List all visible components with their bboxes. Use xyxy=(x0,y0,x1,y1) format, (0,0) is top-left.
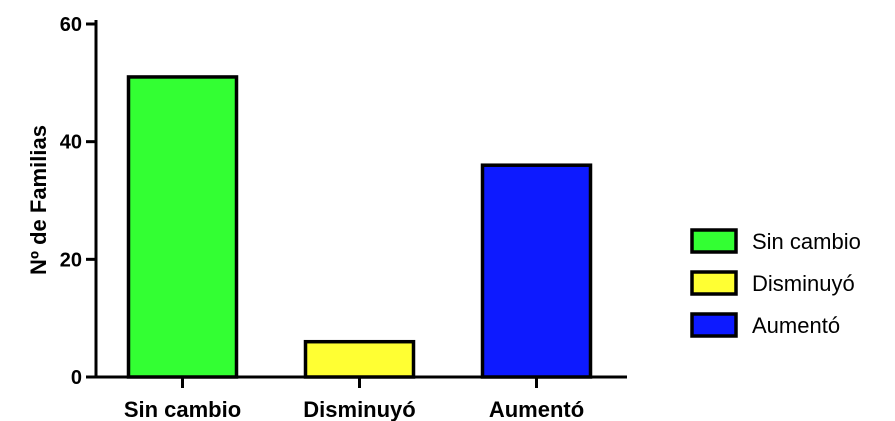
legend-swatch-1 xyxy=(690,270,738,296)
y-axis-label: Nº de Familias xyxy=(26,125,51,275)
bars-group xyxy=(126,75,593,379)
legend-label-1: Disminuyó xyxy=(752,271,855,296)
y-tick-label-1: 20 xyxy=(60,249,82,271)
x-tick-label-0: Sin cambio xyxy=(124,397,241,421)
x-tick-label-2: Aumentó xyxy=(489,397,584,421)
bar-0 xyxy=(126,75,239,379)
legend-label-2: Aumentó xyxy=(752,313,840,338)
legend: Sin cambio Disminuyó Aumentó xyxy=(690,228,861,338)
x-tick-label-1: Disminuyó xyxy=(303,397,415,421)
legend-label-0: Sin cambio xyxy=(752,229,861,254)
x-ticks-group: Sin cambio Disminuyó Aumentó xyxy=(124,377,584,421)
y-tick-label-2: 40 xyxy=(60,132,82,154)
legend-swatch-2 xyxy=(690,312,738,338)
legend-swatch-0 xyxy=(690,228,738,254)
y-ticks-group: 0 20 40 60 xyxy=(60,14,96,389)
bar-2 xyxy=(480,163,593,379)
y-tick-label-3: 60 xyxy=(60,14,82,36)
bar-1 xyxy=(303,339,416,379)
y-tick-label-0: 0 xyxy=(71,367,82,389)
